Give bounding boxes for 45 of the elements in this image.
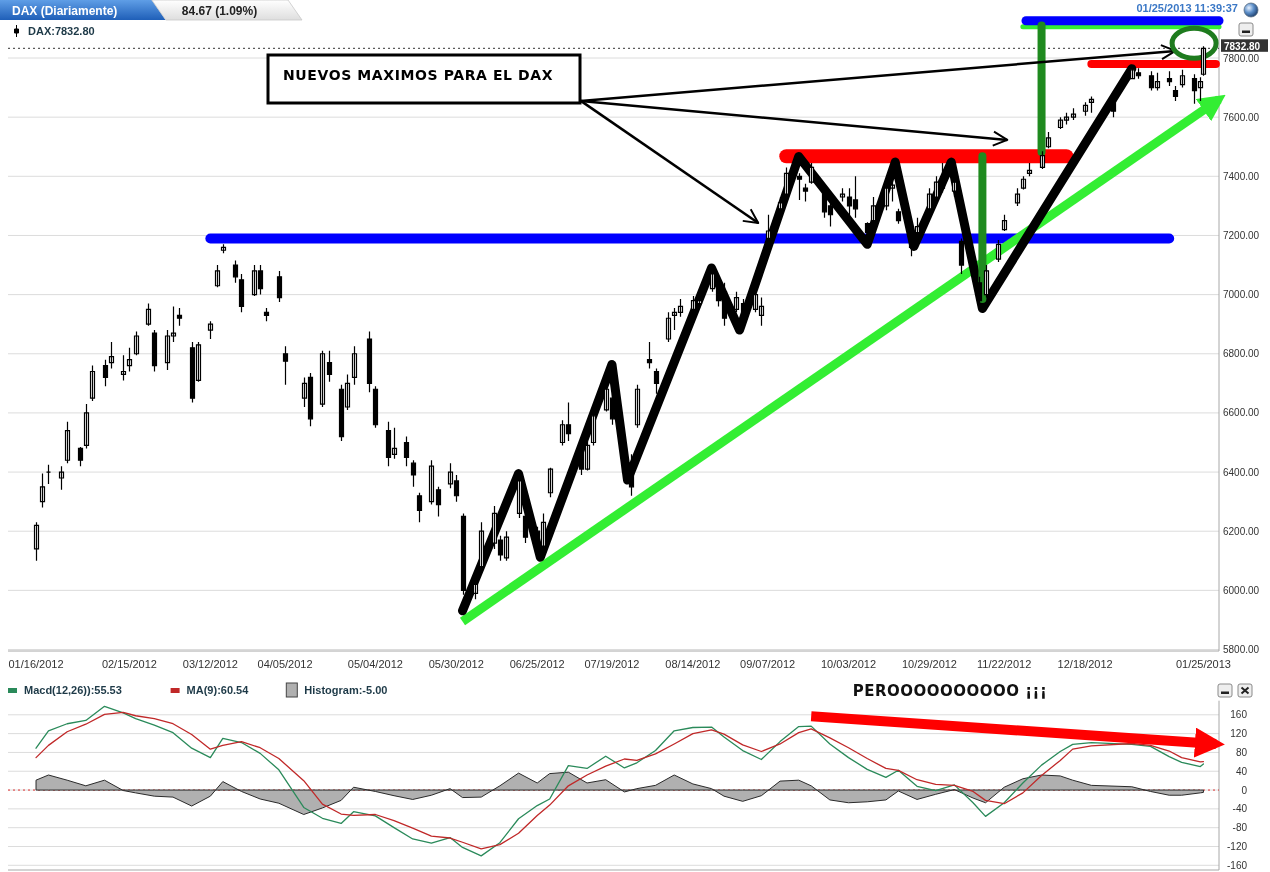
x-tick-label: 10/03/2012 xyxy=(821,657,877,670)
y-tick-label: 7000.00 xyxy=(1223,289,1260,301)
x-tick-label: 01/16/2012 xyxy=(8,657,64,670)
y-tick-label: 7800.00 xyxy=(1223,52,1260,64)
y-tick-label: 0 xyxy=(1241,784,1248,796)
x-tick-label: 02/15/2012 xyxy=(101,657,157,670)
chart-subtitle: 84.67 (1.09%) xyxy=(181,4,258,18)
x-tick-label: 01/25/2013 xyxy=(1175,657,1231,670)
ref-line-label: 7832.80 xyxy=(1224,40,1261,52)
y-tick-label: 6200.00 xyxy=(1223,525,1260,537)
y-tick-label: 160 xyxy=(1230,709,1248,721)
x-tick-label: 05/04/2012 xyxy=(347,657,403,670)
legend-label: Histogram:-5.00 xyxy=(304,684,388,696)
x-tick-label: 08/14/2012 xyxy=(665,657,721,670)
y-tick-label: 6600.00 xyxy=(1223,407,1260,419)
y-tick-label: 7600.00 xyxy=(1223,111,1260,123)
y-tick-label: 6400.00 xyxy=(1223,466,1260,478)
x-tick-label: 06/25/2012 xyxy=(509,657,565,670)
chart-title: DAX (Diariamente) xyxy=(12,4,118,18)
x-tick-label: 04/05/2012 xyxy=(257,657,313,670)
y-tick-label: -160 xyxy=(1226,859,1248,871)
y-tick-label: -120 xyxy=(1226,840,1248,852)
y-tick-label: 80 xyxy=(1235,746,1248,758)
y-tick-label: 6800.00 xyxy=(1223,348,1260,360)
text: PEROOOOOOOOOO ¡¡¡ xyxy=(852,682,1048,700)
y-tick-label: 120 xyxy=(1230,728,1248,740)
y-tick-label: 7200.00 xyxy=(1223,229,1260,241)
y-tick-label: 6000.00 xyxy=(1223,584,1260,596)
annotation: NUEVOS MAXIMOS PARA EL DAX xyxy=(283,67,554,83)
x-tick-label: 09/07/2012 xyxy=(740,657,796,670)
x-tick-label: 10/29/2012 xyxy=(901,657,958,670)
y-tick-label: 5800.00 xyxy=(1223,644,1260,656)
x-tick-label: 07/19/2012 xyxy=(584,657,640,670)
x-tick-label: 11/22/2012 xyxy=(977,657,1032,670)
legend-label: MA(9):60.54 xyxy=(186,684,250,696)
text: 01/25/2013 11:39:37 xyxy=(1136,2,1238,14)
x-tick-label: 12/18/2012 xyxy=(1057,657,1113,670)
legend-label: Macd(12,26)):55.53 xyxy=(24,684,122,696)
y-tick-label: 7400.00 xyxy=(1223,170,1260,182)
x-tick-label: 05/30/2012 xyxy=(428,657,484,670)
x-tick-label: 03/12/2012 xyxy=(182,657,238,670)
y-tick-label: -40 xyxy=(1232,803,1248,815)
y-tick-label: 40 xyxy=(1235,765,1248,777)
y-tick-label: -80 xyxy=(1232,822,1248,834)
legend-label: DAX:7832.80 xyxy=(28,25,95,37)
